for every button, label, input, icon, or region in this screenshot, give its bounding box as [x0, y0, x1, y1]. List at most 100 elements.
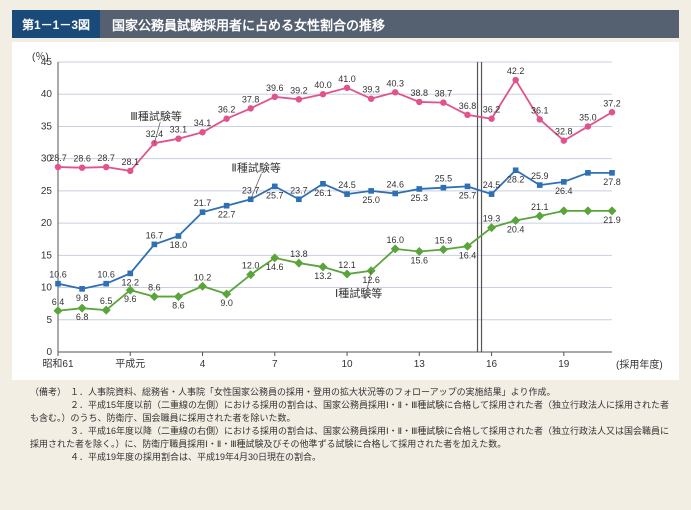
svg-text:25.7: 25.7: [459, 190, 477, 200]
svg-text:10: 10: [41, 283, 53, 294]
svg-text:25: 25: [41, 186, 53, 197]
svg-text:9.6: 9.6: [124, 294, 137, 304]
svg-text:39.6: 39.6: [266, 83, 284, 93]
svg-text:42.2: 42.2: [507, 66, 525, 76]
svg-text:16.7: 16.7: [146, 230, 164, 240]
svg-text:35: 35: [41, 121, 53, 132]
svg-text:13: 13: [414, 359, 426, 370]
svg-text:34.1: 34.1: [194, 118, 212, 128]
svg-text:10: 10: [341, 359, 353, 370]
svg-text:25.7: 25.7: [266, 190, 284, 200]
svg-text:8.6: 8.6: [148, 283, 161, 293]
svg-text:16: 16: [486, 359, 498, 370]
svg-text:16.0: 16.0: [386, 235, 404, 245]
svg-text:33.1: 33.1: [170, 125, 188, 135]
svg-text:9.0: 9.0: [220, 298, 233, 308]
footnote-4: ４．平成19年度の採用割合は、平成19年4月30日現在の割合。: [70, 452, 321, 462]
svg-text:25.3: 25.3: [411, 193, 429, 203]
svg-text:9.8: 9.8: [76, 293, 89, 303]
figure-number-badge: 第1－1－3図: [12, 10, 100, 38]
svg-text:Ⅰ種試験等: Ⅰ種試験等: [335, 286, 382, 300]
svg-text:12.1: 12.1: [338, 260, 356, 270]
svg-text:0: 0: [46, 347, 52, 358]
svg-text:25.9: 25.9: [531, 171, 549, 181]
footnote-2: ２．平成15年度以前（二重線の左側）における採用の割合は、国家公務員採用Ⅰ・Ⅱ・…: [30, 400, 669, 423]
svg-text:平成元: 平成元: [115, 358, 145, 370]
svg-text:4: 4: [200, 359, 206, 370]
footnote-3: ３．平成16年度以降（二重線の右側）における採用の割合は、国家公務員採用Ⅰ・Ⅱ・…: [30, 426, 669, 449]
svg-text:13.8: 13.8: [290, 249, 308, 259]
svg-text:36.8: 36.8: [459, 101, 477, 111]
svg-text:40.3: 40.3: [386, 78, 404, 88]
svg-text:26.4: 26.4: [555, 186, 573, 196]
svg-text:14.6: 14.6: [266, 262, 284, 272]
svg-text:25.5: 25.5: [435, 174, 453, 184]
svg-text:19: 19: [558, 359, 570, 370]
svg-text:21.1: 21.1: [531, 202, 549, 212]
footnote-head: （備考）: [30, 386, 70, 399]
svg-text:16.4: 16.4: [459, 250, 477, 260]
svg-text:6.8: 6.8: [76, 312, 89, 322]
svg-text:22.7: 22.7: [218, 210, 236, 220]
svg-text:35.0: 35.0: [579, 112, 597, 122]
svg-text:18.0: 18.0: [170, 240, 188, 250]
svg-text:40.0: 40.0: [314, 80, 332, 90]
svg-text:19.3: 19.3: [483, 214, 501, 224]
svg-text:Ⅲ種試験等: Ⅲ種試験等: [130, 109, 182, 123]
svg-text:昭和61: 昭和61: [42, 358, 74, 370]
svg-text:15: 15: [41, 250, 53, 261]
svg-text:21.9: 21.9: [603, 215, 621, 225]
svg-text:23.7: 23.7: [242, 185, 260, 195]
svg-text:24.6: 24.6: [386, 179, 404, 189]
svg-text:37.8: 37.8: [242, 94, 260, 104]
svg-text:25.0: 25.0: [362, 195, 380, 205]
svg-text:37.2: 37.2: [603, 98, 621, 108]
footnote-1: １．人事院資料、総務省・人事院「女性国家公務員の採用・登用の拡大状況等のフォロー…: [70, 387, 555, 397]
svg-text:(採用年度): (採用年度): [616, 358, 663, 371]
svg-text:21.7: 21.7: [194, 198, 212, 208]
svg-text:20: 20: [41, 218, 53, 229]
chart-container: (％)(採用年度)051015202530354045昭和61平成元471013…: [12, 42, 679, 380]
svg-text:40: 40: [41, 89, 53, 100]
svg-text:10.6: 10.6: [49, 270, 67, 280]
svg-text:6.5: 6.5: [100, 296, 113, 306]
svg-text:15.6: 15.6: [411, 255, 429, 265]
figure-title: 国家公務員試験採用者に占める女性割合の推移: [100, 10, 679, 38]
svg-text:13.2: 13.2: [314, 271, 332, 281]
svg-text:39.3: 39.3: [362, 85, 380, 95]
svg-text:12.6: 12.6: [362, 275, 380, 285]
svg-text:36.2: 36.2: [218, 105, 236, 115]
svg-text:45: 45: [41, 57, 53, 68]
figure-card: 第1－1－3図 国家公務員試験採用者に占める女性割合の推移 (％)(採用年度)0…: [0, 0, 691, 510]
svg-text:36.2: 36.2: [483, 105, 501, 115]
svg-text:28.2: 28.2: [507, 174, 525, 184]
svg-text:Ⅱ種試験等: Ⅱ種試験等: [231, 161, 280, 175]
svg-text:6.4: 6.4: [52, 297, 65, 307]
svg-text:20.4: 20.4: [507, 225, 525, 235]
svg-text:24.5: 24.5: [483, 180, 501, 190]
svg-text:5: 5: [46, 315, 52, 326]
svg-text:27.8: 27.8: [603, 177, 621, 187]
svg-text:8.6: 8.6: [172, 301, 185, 311]
svg-text:36.1: 36.1: [531, 105, 549, 115]
svg-text:32.4: 32.4: [146, 129, 164, 139]
svg-text:24.5: 24.5: [338, 180, 356, 190]
svg-text:7: 7: [272, 359, 278, 370]
title-bar: 第1－1－3図 国家公務員試験採用者に占める女性割合の推移: [12, 10, 679, 38]
svg-text:10.6: 10.6: [97, 270, 115, 280]
svg-text:28.1: 28.1: [121, 157, 139, 167]
footnotes: （備考）１．人事院資料、総務省・人事院「女性国家公務員の採用・登用の拡大状況等の…: [12, 380, 679, 464]
svg-text:12.0: 12.0: [242, 261, 260, 271]
svg-text:10.2: 10.2: [194, 272, 212, 282]
svg-text:32.8: 32.8: [555, 127, 573, 137]
line-chart: (％)(採用年度)051015202530354045昭和61平成元471013…: [20, 48, 670, 378]
svg-text:26.1: 26.1: [314, 188, 332, 198]
svg-text:23.7: 23.7: [290, 185, 308, 195]
svg-text:28.6: 28.6: [73, 154, 91, 164]
svg-text:28.7: 28.7: [97, 153, 115, 163]
svg-text:39.2: 39.2: [290, 85, 308, 95]
svg-text:15.9: 15.9: [435, 236, 453, 246]
svg-text:28.7: 28.7: [49, 153, 67, 163]
svg-text:38.7: 38.7: [435, 89, 453, 99]
svg-text:38.8: 38.8: [411, 88, 429, 98]
